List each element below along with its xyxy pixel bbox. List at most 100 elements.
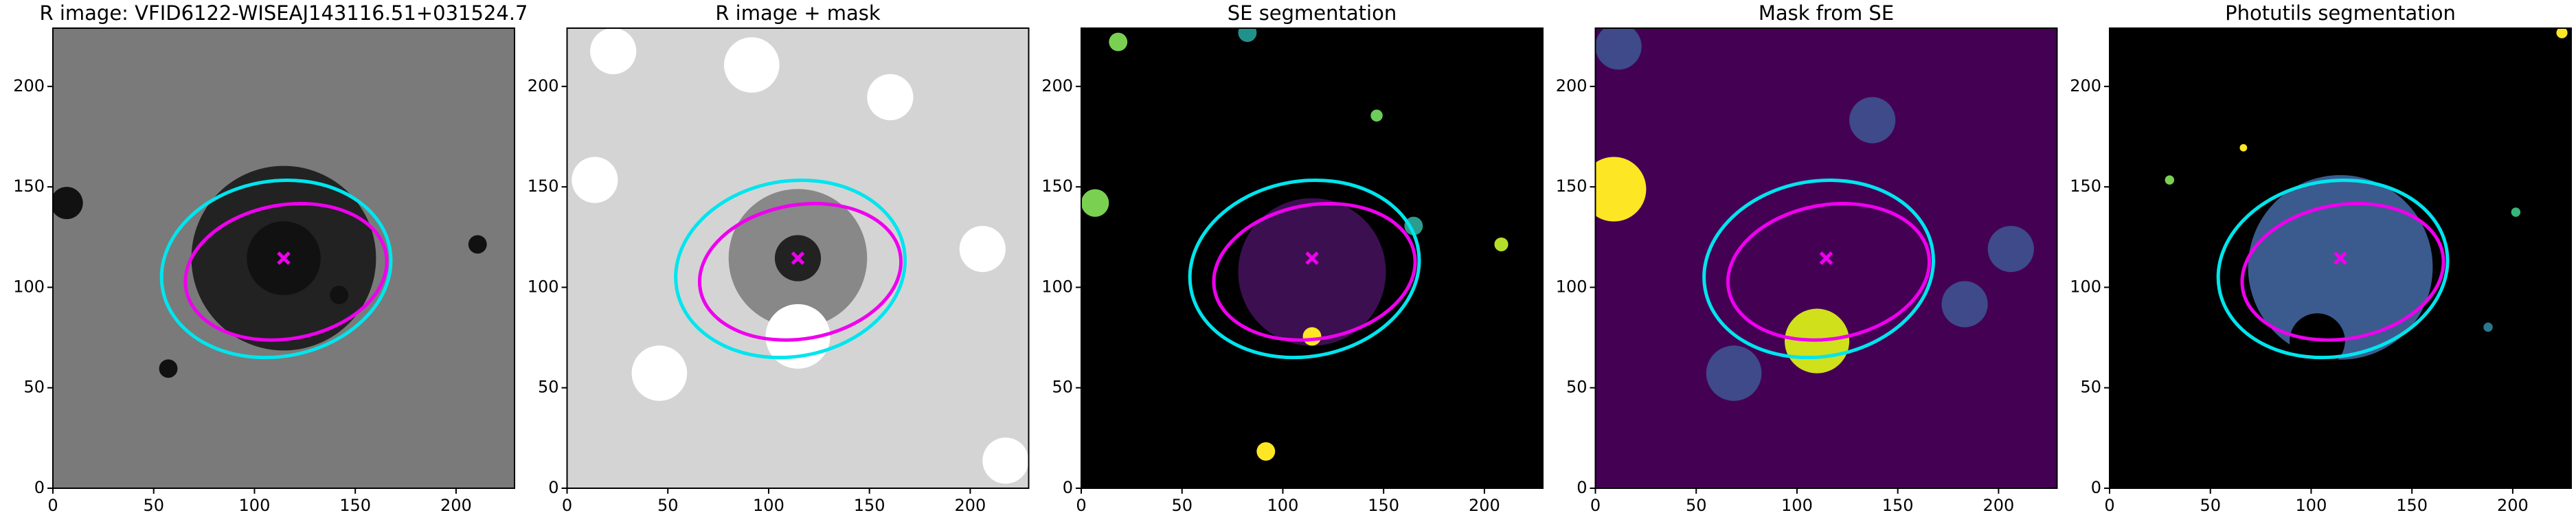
image-feature bbox=[159, 359, 178, 378]
image-feature bbox=[959, 226, 1006, 273]
axes-frame bbox=[566, 27, 1030, 489]
x-tick-label: 100 bbox=[753, 496, 784, 515]
x-tick-label: 50 bbox=[143, 496, 164, 515]
y-tick-label: 200 bbox=[13, 76, 45, 95]
image-feature bbox=[982, 437, 1029, 484]
y-tick-label: 50 bbox=[23, 378, 45, 397]
image-feature bbox=[1256, 442, 1276, 461]
x-tick-label: 50 bbox=[1686, 496, 1707, 515]
image-feature bbox=[867, 73, 914, 121]
axes-frame bbox=[2109, 27, 2572, 489]
y-tick-label: 150 bbox=[1041, 176, 1073, 196]
image-feature bbox=[2483, 322, 2493, 332]
aperture-outer bbox=[1188, 178, 1421, 360]
x-tick-label: 150 bbox=[854, 496, 885, 515]
image-feature bbox=[1706, 345, 1762, 401]
image-feature bbox=[1370, 109, 1383, 122]
image bbox=[2110, 28, 2571, 488]
aperture-inner bbox=[1726, 202, 1932, 342]
y-tick-label: 50 bbox=[2080, 378, 2101, 397]
image bbox=[53, 28, 515, 488]
y-tick-label: 0 bbox=[1063, 478, 1073, 497]
image-feature bbox=[631, 345, 688, 401]
x-tick-label: 150 bbox=[1368, 496, 1399, 515]
x-tick-label: 200 bbox=[440, 496, 472, 515]
axes-frame bbox=[52, 27, 515, 489]
x-tick-label: 150 bbox=[1882, 496, 1914, 515]
x-tick-label: 100 bbox=[239, 496, 271, 515]
y-tick-label: 50 bbox=[1052, 378, 1073, 397]
x-tick-label: 0 bbox=[1076, 496, 1086, 515]
image-feature bbox=[2239, 144, 2248, 152]
image-feature bbox=[330, 286, 349, 305]
axes-frame bbox=[1081, 27, 1544, 489]
panel: SE segmentation 0 50 100 150 200 0 50 100 150 200 bbox=[1041, 1, 1544, 515]
image-feature bbox=[2511, 207, 2521, 217]
image-feature bbox=[1849, 97, 1896, 144]
y-tick-label: 150 bbox=[1556, 176, 1588, 196]
panel-title: R image + mask bbox=[715, 1, 881, 25]
image-feature bbox=[1081, 189, 1109, 217]
image-feature bbox=[2248, 175, 2433, 360]
image-feature bbox=[468, 235, 487, 254]
image-feature bbox=[1494, 237, 1509, 251]
y-tick-label: 200 bbox=[1041, 76, 1073, 95]
y-tick-label: 200 bbox=[2070, 76, 2101, 95]
aperture-outer bbox=[674, 178, 907, 360]
y-tick-label: 200 bbox=[1556, 76, 1588, 95]
image-feature bbox=[1238, 28, 1257, 43]
y-tick-label: 150 bbox=[13, 176, 45, 196]
y-tick-label: 0 bbox=[548, 478, 558, 497]
image-feature bbox=[572, 157, 618, 203]
x-tick-label: 50 bbox=[1171, 496, 1193, 515]
image-feature bbox=[1987, 226, 2034, 273]
panel: Photutils segmentation 0 50 100 150 200 0 50 100… bbox=[2070, 1, 2572, 515]
y-tick-label: 0 bbox=[1577, 478, 1587, 497]
image-feature bbox=[2556, 28, 2568, 38]
y-tick-label: 100 bbox=[2070, 277, 2101, 296]
aperture-outer bbox=[159, 178, 393, 360]
image-feature bbox=[1302, 327, 1322, 346]
panel-title: R image: VFID6122-WISEAJ143116.51+031524… bbox=[39, 1, 528, 25]
panel-title: Mask from SE bbox=[1759, 1, 1894, 25]
image-feature bbox=[1109, 32, 1128, 52]
x-tick-label: 0 bbox=[47, 496, 58, 515]
y-tick-label: 100 bbox=[13, 277, 45, 296]
y-tick-label: 100 bbox=[1041, 277, 1073, 296]
x-tick-label: 150 bbox=[2396, 496, 2428, 515]
center-marker bbox=[791, 251, 805, 265]
y-tick-label: 200 bbox=[528, 76, 559, 95]
y-tick-label: 50 bbox=[538, 378, 559, 397]
image bbox=[1081, 28, 1543, 488]
x-tick-label: 150 bbox=[339, 496, 371, 515]
panel: R image + mask 0 50 100 150 200 0 50 100 150 200 bbox=[528, 1, 1030, 515]
image-feature bbox=[1404, 216, 1423, 236]
image-feature bbox=[590, 28, 637, 75]
axes-frame bbox=[1594, 27, 2058, 489]
image-feature bbox=[1595, 157, 1647, 222]
x-tick-label: 100 bbox=[2296, 496, 2327, 515]
x-tick-label: 200 bbox=[1469, 496, 1500, 515]
x-tick-label: 0 bbox=[2104, 496, 2114, 515]
image bbox=[1595, 28, 2057, 488]
x-tick-label: 200 bbox=[954, 496, 986, 515]
panel-title: SE segmentation bbox=[1228, 1, 1397, 25]
image-feature bbox=[1238, 198, 1386, 346]
center-marker bbox=[1819, 251, 1833, 265]
x-tick-label: 100 bbox=[1267, 496, 1299, 515]
x-tick-label: 0 bbox=[1590, 496, 1601, 515]
x-tick-label: 50 bbox=[657, 496, 679, 515]
x-tick-label: 50 bbox=[2200, 496, 2221, 515]
x-tick-label: 200 bbox=[1982, 496, 2014, 515]
aperture-inner bbox=[183, 202, 389, 342]
y-tick-label: 0 bbox=[34, 478, 45, 497]
y-tick-label: 150 bbox=[2070, 176, 2101, 196]
aperture-outer bbox=[1702, 178, 1936, 360]
y-tick-label: 50 bbox=[1566, 378, 1588, 397]
aperture-inner bbox=[1212, 202, 1417, 342]
y-tick-label: 0 bbox=[2091, 478, 2101, 497]
aperture-outer bbox=[2216, 178, 2450, 360]
image-feature bbox=[723, 37, 780, 93]
aperture-inner bbox=[2240, 202, 2445, 342]
